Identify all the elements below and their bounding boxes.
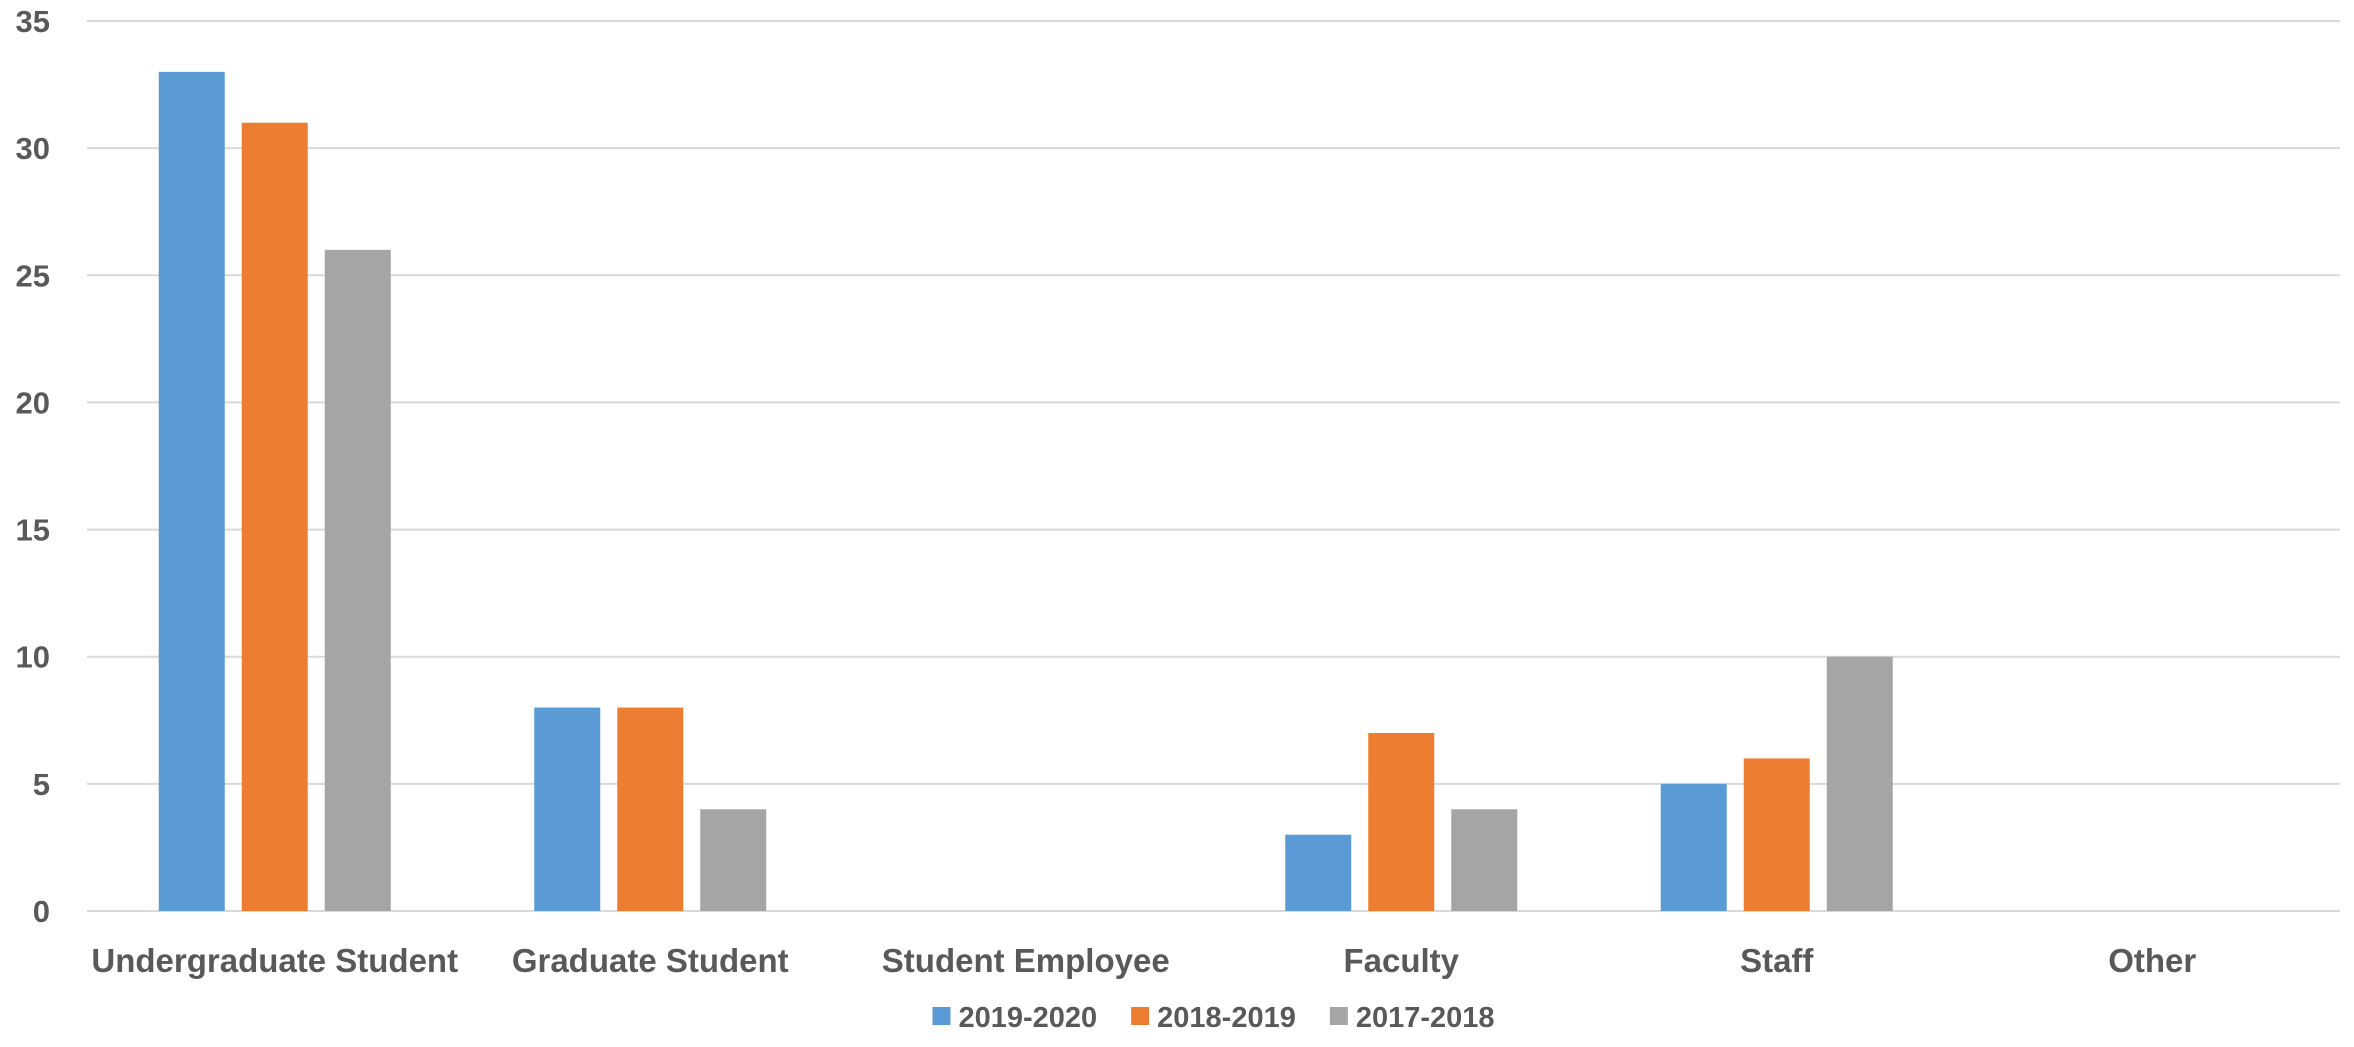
y-tick-label: 10 <box>16 640 50 675</box>
bar-2018-2019-faculty <box>1368 733 1435 911</box>
bar-2017-2018-graduate-student <box>700 809 767 911</box>
x-category-label: Graduate Student <box>512 942 789 979</box>
x-category-label: Staff <box>1740 942 1814 979</box>
bar-2017-2018-staff <box>1826 656 1893 911</box>
legend-swatch <box>1329 1007 1348 1025</box>
bar-2017-2018-faculty <box>1451 809 1518 911</box>
bar-2019-2020-staff <box>1660 783 1727 911</box>
bars <box>158 71 1893 912</box>
y-tick-label: 25 <box>16 258 50 293</box>
legend-label: 2018-2019 <box>1157 1002 1296 1034</box>
legend-swatch <box>932 1007 951 1025</box>
bar-2017-2018-undergraduate-student <box>324 249 391 911</box>
legend-label: 2017-2018 <box>1356 1002 1495 1034</box>
bar-2018-2019-graduate-student <box>617 707 684 911</box>
x-category-label: Other <box>2108 942 2196 979</box>
x-category-label: Undergraduate Student <box>91 942 458 979</box>
x-category-label: Faculty <box>1343 942 1459 979</box>
x-category-label: Student Employee <box>882 942 1170 979</box>
bar-2019-2020-undergraduate-student <box>158 71 225 912</box>
y-tick-label: 35 <box>16 4 50 39</box>
legend-swatch <box>1131 1007 1150 1025</box>
bar-2018-2019-undergraduate-student <box>241 122 308 911</box>
bar-2019-2020-faculty <box>1285 834 1352 911</box>
y-tick-label: 15 <box>16 513 50 548</box>
y-tick-label: 20 <box>16 385 50 420</box>
x-axis-category-labels: Undergraduate Student Graduate Student Stu… <box>91 942 2196 979</box>
bar-2018-2019-staff <box>1743 758 1810 911</box>
legend: 2019-2020 2018-2019 2017-2018 <box>932 1002 1495 1034</box>
y-tick-label: 0 <box>33 894 50 929</box>
gridlines <box>87 20 2340 912</box>
y-tick-label: 5 <box>33 767 50 802</box>
bar-2019-2020-graduate-student <box>534 707 601 911</box>
legend-label: 2019-2020 <box>958 1002 1097 1034</box>
y-tick-label: 30 <box>16 131 50 166</box>
y-axis-tick-labels: 0 5 10 15 20 25 30 35 <box>16 4 50 929</box>
